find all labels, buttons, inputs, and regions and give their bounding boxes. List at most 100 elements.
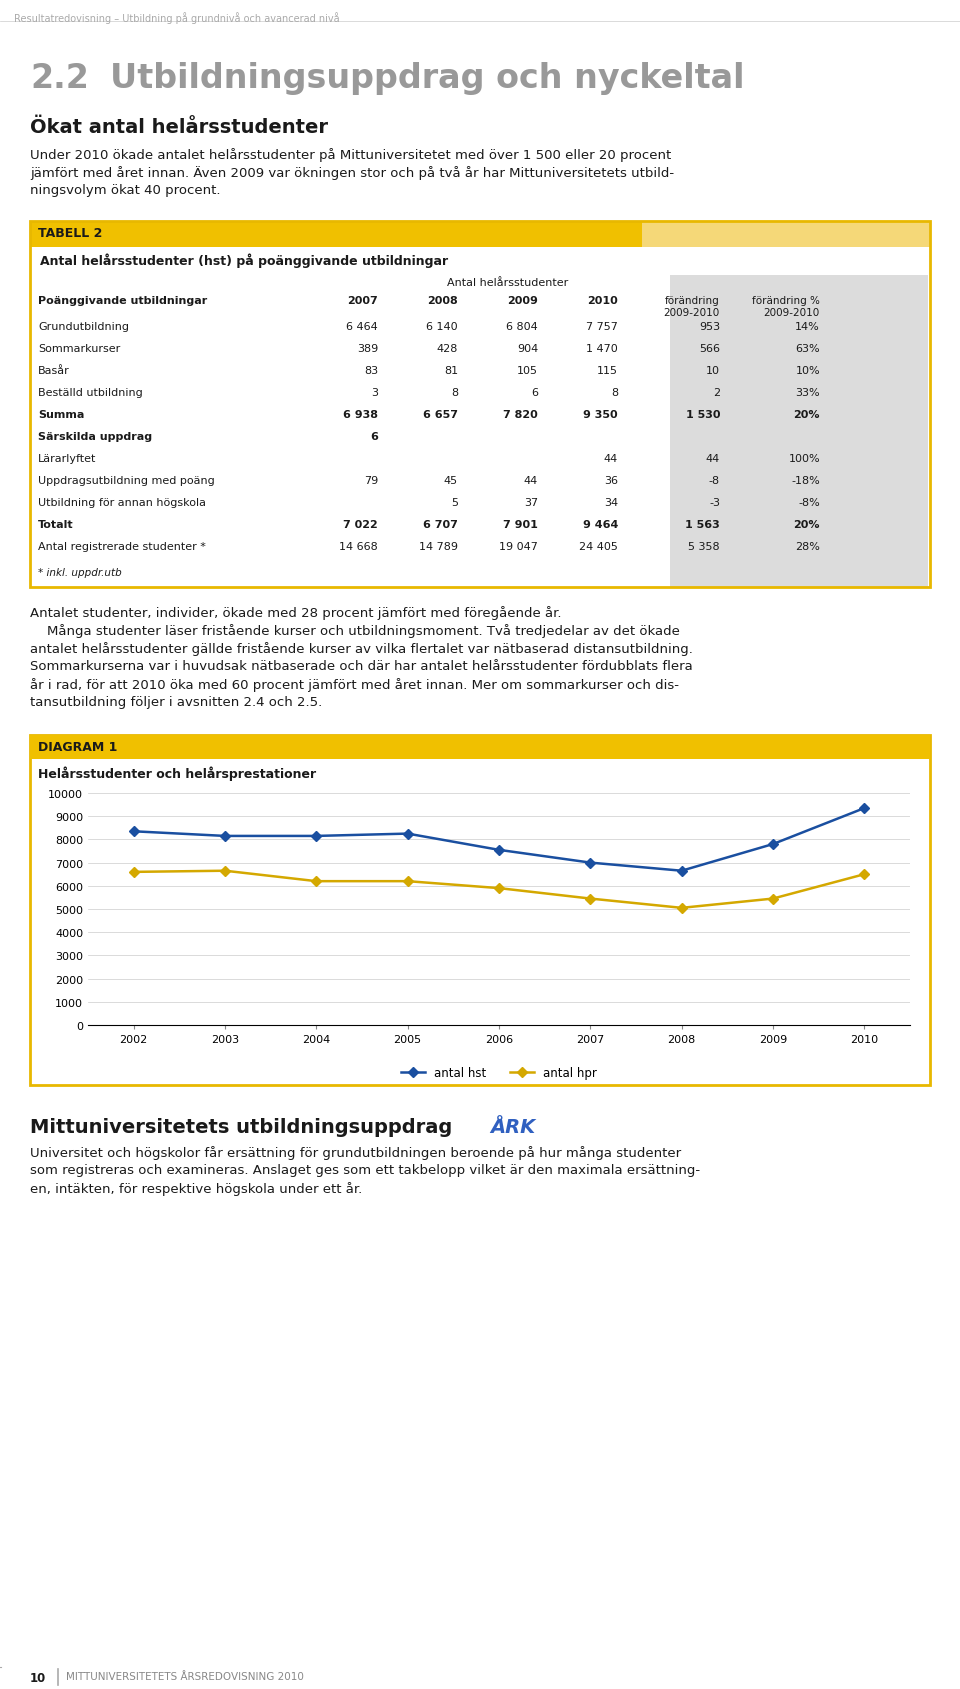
Text: ÅRK: ÅRK bbox=[490, 1118, 536, 1137]
Text: 100%: 100% bbox=[788, 454, 820, 464]
Text: 44: 44 bbox=[524, 476, 538, 486]
Text: 428: 428 bbox=[437, 345, 458, 353]
Text: 3: 3 bbox=[371, 388, 378, 399]
Text: en, intäkten, för respektive högskola under ett år.: en, intäkten, för respektive högskola un… bbox=[30, 1181, 362, 1196]
Text: 44: 44 bbox=[604, 454, 618, 464]
Text: Beställd utbildning: Beställd utbildning bbox=[38, 388, 143, 399]
Text: 14%: 14% bbox=[795, 323, 820, 331]
Text: 9 464: 9 464 bbox=[583, 520, 618, 530]
Bar bbox=[30, 736, 930, 760]
Text: Många studenter läser fristående kurser och utbildningsmoment. Två tredjedelar a: Många studenter läser fristående kurser … bbox=[30, 623, 680, 637]
Text: 6: 6 bbox=[531, 388, 538, 399]
Text: Uppdragsutbildning med poäng: Uppdragsutbildning med poäng bbox=[38, 476, 215, 486]
Text: 6 707: 6 707 bbox=[423, 520, 458, 530]
Text: 2008: 2008 bbox=[427, 296, 458, 306]
Text: 8: 8 bbox=[451, 388, 458, 399]
Text: 389: 389 bbox=[357, 345, 378, 353]
Text: år i rad, för att 2010 öka med 60 procent jämfört med året innan. Mer om sommark: år i rad, för att 2010 öka med 60 procen… bbox=[30, 677, 679, 691]
Text: Utbildning för annan högskola: Utbildning för annan högskola bbox=[38, 498, 206, 508]
Bar bbox=[642, 221, 930, 248]
Text: 566: 566 bbox=[699, 345, 720, 353]
Text: TABELL 2: TABELL 2 bbox=[38, 226, 103, 240]
Text: 7 820: 7 820 bbox=[503, 410, 538, 421]
Text: Sommarkurser: Sommarkurser bbox=[38, 345, 120, 353]
Text: Antal registrerade studenter *: Antal registrerade studenter * bbox=[38, 542, 205, 552]
Text: -8: -8 bbox=[708, 476, 720, 486]
Text: Utbildningsuppdrag och nyckeltal: Utbildningsuppdrag och nyckeltal bbox=[110, 62, 745, 95]
Text: Sommarkurserna var i huvudsak nätbaserade och där har antalet helårsstudenter fö: Sommarkurserna var i huvudsak nätbaserad… bbox=[30, 660, 693, 672]
Bar bbox=[670, 275, 928, 588]
Text: 105: 105 bbox=[517, 367, 538, 375]
Text: 7 022: 7 022 bbox=[344, 520, 378, 530]
Text: 6 464: 6 464 bbox=[347, 323, 378, 331]
Text: Ökat antal helårsstudenter: Ökat antal helårsstudenter bbox=[30, 118, 328, 137]
Text: -3: -3 bbox=[709, 498, 720, 508]
Text: 7 901: 7 901 bbox=[503, 520, 538, 530]
Text: 14 668: 14 668 bbox=[339, 542, 378, 552]
Text: 6: 6 bbox=[371, 432, 378, 443]
Bar bbox=[30, 221, 642, 248]
Text: antalet helårsstudenter gällde fristående kurser av vilka flertalet var nätbaser: antalet helårsstudenter gällde friståend… bbox=[30, 642, 693, 655]
Text: Antalet studenter, individer, ökade med 28 procent jämfört med föregående år.: Antalet studenter, individer, ökade med … bbox=[30, 606, 562, 620]
Text: 24 405: 24 405 bbox=[579, 542, 618, 552]
Text: 953: 953 bbox=[699, 323, 720, 331]
Text: Antal helårsstudenter (hst) på poänggivande utbildningar: Antal helårsstudenter (hst) på poänggiva… bbox=[40, 253, 448, 267]
Text: 2.2: 2.2 bbox=[30, 62, 89, 95]
Text: 2: 2 bbox=[713, 388, 720, 399]
Text: 10%: 10% bbox=[796, 367, 820, 375]
Text: jämfört med året innan. Även 2009 var ökningen stor och på två år har Mittuniver: jämfört med året innan. Även 2009 var ök… bbox=[30, 166, 674, 179]
Text: 904: 904 bbox=[516, 345, 538, 353]
Text: 5 358: 5 358 bbox=[688, 542, 720, 552]
Text: 5: 5 bbox=[451, 498, 458, 508]
Text: Totalt: Totalt bbox=[38, 520, 74, 530]
Text: Universitet och högskolor får ersättning för grundutbildningen beroende på hur m: Universitet och högskolor får ersättning… bbox=[30, 1145, 682, 1159]
Text: Antal helårsstudenter: Antal helårsstudenter bbox=[447, 277, 568, 287]
Text: 9 350: 9 350 bbox=[584, 410, 618, 421]
Text: 10: 10 bbox=[30, 1670, 46, 1684]
Bar bbox=[30, 248, 930, 274]
Text: * inkl. uppdr.utb: * inkl. uppdr.utb bbox=[38, 568, 122, 578]
Text: 34: 34 bbox=[604, 498, 618, 508]
Bar bbox=[30, 221, 930, 588]
Text: 44: 44 bbox=[706, 454, 720, 464]
Text: 6 657: 6 657 bbox=[423, 410, 458, 421]
Text: 33%: 33% bbox=[796, 388, 820, 399]
Text: 63%: 63% bbox=[796, 345, 820, 353]
Text: Särskilda uppdrag: Särskilda uppdrag bbox=[38, 432, 152, 443]
Text: 2009: 2009 bbox=[507, 296, 538, 306]
Text: MITTUNIVERSITETETS ÅRSREDOVISNING 2010: MITTUNIVERSITETETS ÅRSREDOVISNING 2010 bbox=[66, 1670, 304, 1681]
Text: ningsvolym ökat 40 procent.: ningsvolym ökat 40 procent. bbox=[30, 184, 221, 198]
Text: 37: 37 bbox=[524, 498, 538, 508]
Text: Summa: Summa bbox=[38, 410, 84, 421]
Text: 20%: 20% bbox=[794, 520, 820, 530]
Text: -18%: -18% bbox=[791, 476, 820, 486]
Text: 1 563: 1 563 bbox=[685, 520, 720, 530]
Text: DIAGRAM 1: DIAGRAM 1 bbox=[38, 740, 117, 753]
Text: Under 2010 ökade antalet helårsstudenter på Mittuniversitetet med över 1 500 ell: Under 2010 ökade antalet helårsstudenter… bbox=[30, 149, 671, 162]
Text: 115: 115 bbox=[597, 367, 618, 375]
Text: Grundutbildning: Grundutbildning bbox=[38, 323, 129, 331]
Text: Basår: Basår bbox=[38, 367, 70, 375]
Text: Poänggivande utbildningar: Poänggivande utbildningar bbox=[38, 296, 207, 306]
Text: 14 789: 14 789 bbox=[419, 542, 458, 552]
Text: 6 804: 6 804 bbox=[506, 323, 538, 331]
Text: 81: 81 bbox=[444, 367, 458, 375]
Text: 20%: 20% bbox=[794, 410, 820, 421]
Text: Mittuniversitetets utbildningsuppdrag: Mittuniversitetets utbildningsuppdrag bbox=[30, 1118, 452, 1137]
Text: 1 530: 1 530 bbox=[685, 410, 720, 421]
Text: -8%: -8% bbox=[799, 498, 820, 508]
Text: 83: 83 bbox=[364, 367, 378, 375]
Text: 2010: 2010 bbox=[588, 296, 618, 306]
Bar bbox=[30, 736, 930, 1086]
Text: tansutbildning följer i avsnitten 2.4 och 2.5.: tansutbildning följer i avsnitten 2.4 oc… bbox=[30, 696, 323, 709]
Text: 45: 45 bbox=[444, 476, 458, 486]
Text: 28%: 28% bbox=[795, 542, 820, 552]
Text: som registreras och examineras. Anslaget ges som ett takbelopp vilket är den max: som registreras och examineras. Anslaget… bbox=[30, 1164, 700, 1176]
Text: 79: 79 bbox=[364, 476, 378, 486]
Text: förändring
2009-2010: förändring 2009-2010 bbox=[663, 296, 720, 318]
Text: Helårsstudenter och helårsprestationer: Helårsstudenter och helårsprestationer bbox=[38, 765, 316, 780]
Text: 19 047: 19 047 bbox=[499, 542, 538, 552]
Text: 10: 10 bbox=[706, 367, 720, 375]
Text: Resultatredovisning – Utbildning på grundnivå och avancerad nivå: Resultatredovisning – Utbildning på grun… bbox=[14, 12, 340, 24]
Text: 36: 36 bbox=[604, 476, 618, 486]
